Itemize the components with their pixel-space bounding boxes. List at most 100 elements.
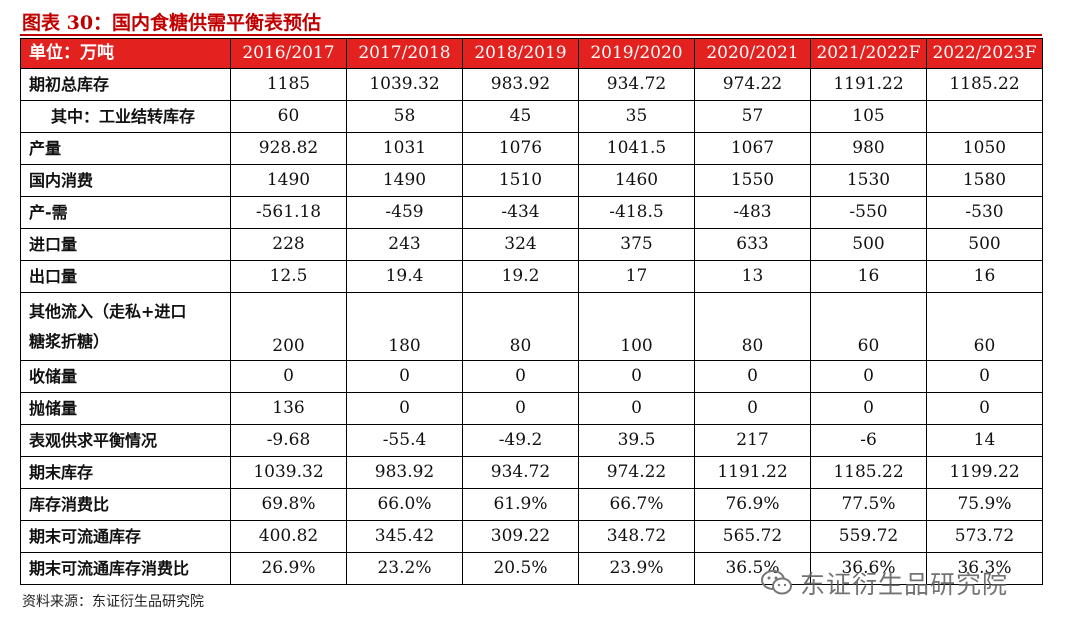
table-cell: 36.3%: [926, 552, 1043, 585]
table-cell: 217: [694, 424, 811, 457]
table-cell: 19.4: [346, 260, 463, 293]
table-row: 其他流入（走私+进口 糖浆折糖） 200 180 80 100 80 60 60: [20, 292, 1043, 361]
table-cell: 0: [694, 392, 811, 425]
table-cell: 980: [810, 132, 927, 165]
table-cell: 1041.5: [578, 132, 695, 165]
table-cell: 23.9%: [578, 552, 695, 585]
row-label: 期初总库存: [20, 68, 231, 101]
table-cell: 60: [926, 292, 1043, 361]
table-cell: 80: [462, 292, 579, 361]
table-cell: 0: [578, 360, 695, 393]
table-row: 出口量 12.5 19.4 19.2 17 13 16 16: [20, 260, 1043, 293]
table-cell: 324: [462, 228, 579, 261]
row-label: 出口量: [20, 260, 231, 293]
table-row: 其中：工业结转库存 60 58 45 35 57 105: [20, 100, 1043, 133]
column-header: 2021/2022F: [810, 38, 927, 69]
table-cell: 633: [694, 228, 811, 261]
table-cell: 974.22: [578, 456, 695, 489]
table-cell: 57: [694, 100, 811, 133]
table-row: 抛储量 136 0 0 0 0 0 0: [20, 392, 1043, 425]
table-cell: 565.72: [694, 520, 811, 553]
table-cell: 375: [578, 228, 695, 261]
row-label: 进口量: [20, 228, 231, 261]
table-cell: 13: [694, 260, 811, 293]
table-cell: 983.92: [346, 456, 463, 489]
table-cell: 1490: [346, 164, 463, 197]
table-row: 期末库存 1039.32 983.92 934.72 974.22 1191.22 1185…: [20, 456, 1043, 489]
table-cell: 26.9%: [230, 552, 347, 585]
table-cell: 500: [810, 228, 927, 261]
table-cell: 105: [810, 100, 927, 133]
table-cell: 0: [926, 360, 1043, 393]
table-cell: 45: [462, 100, 579, 133]
table-row: 收储量 0 0 0 0 0 0 0: [20, 360, 1043, 393]
table-cell: -483: [694, 196, 811, 229]
watermark: 东证衍生品研究院: [760, 565, 1008, 601]
figure-title: 图表 30：国内食糖供需平衡表预估: [22, 12, 322, 34]
table-cell: -434: [462, 196, 579, 229]
table-cell: 20.5%: [462, 552, 579, 585]
row-label-line: 其他流入（走私+进口: [29, 301, 187, 321]
table-row: 产量 928.82 1031 1076 1041.5 1067 980 1050: [20, 132, 1043, 165]
table-cell: -9.68: [230, 424, 347, 457]
table-cell: 1191.22: [810, 68, 927, 101]
table-row: 期末可流通库存 400.82 345.42 309.22 348.72 565.72 559…: [20, 520, 1043, 553]
table-cell: 1050: [926, 132, 1043, 165]
row-label: 产-需: [20, 196, 231, 229]
row-label: 国内消费: [20, 164, 231, 197]
table-cell: 39.5: [578, 424, 695, 457]
table-cell: 200: [230, 292, 347, 361]
table-cell: 35: [578, 100, 695, 133]
table-cell: 75.9%: [926, 488, 1043, 521]
table-cell: 934.72: [578, 68, 695, 101]
table-cell: 0: [462, 392, 579, 425]
table-cell: 1580: [926, 164, 1043, 197]
table-row: 库存消费比 69.8% 66.0% 61.9% 66.7% 76.9% 77.5% 75.9%: [20, 488, 1043, 521]
column-header: 2018/2019: [462, 38, 579, 69]
table-cell: -561.18: [230, 196, 347, 229]
table-cell: 14: [926, 424, 1043, 457]
unit-header: 单位：万吨: [20, 38, 231, 69]
table-cell: 1460: [578, 164, 695, 197]
table-cell: 69.8%: [230, 488, 347, 521]
column-header: 2019/2020: [578, 38, 695, 69]
table-cell: 77.5%: [810, 488, 927, 521]
table-cell: 1185: [230, 68, 347, 101]
table-cell: 309.22: [462, 520, 579, 553]
table-row: 产-需 -561.18 -459 -434 -418.5 -483 -550 -530: [20, 196, 1043, 229]
table-cell: -459: [346, 196, 463, 229]
table-cell: 80: [694, 292, 811, 361]
table-cell: 12.5: [230, 260, 347, 293]
table-cell: -530: [926, 196, 1043, 229]
table-row: 期末可流通库存消费比 26.9% 23.2% 20.5% 23.9% 36.5% 36.6%…: [20, 552, 1043, 585]
table-row: 国内消费 1490 1490 1510 1460 1550 1530 1580: [20, 164, 1043, 197]
table-cell: 0: [578, 392, 695, 425]
row-label: 期末库存: [20, 456, 231, 489]
table-cell: 1530: [810, 164, 927, 197]
table-cell: 1191.22: [694, 456, 811, 489]
table-cell: 58: [346, 100, 463, 133]
table-cell: 974.22: [694, 68, 811, 101]
row-label: 产量: [20, 132, 231, 165]
table-cell: -49.2: [462, 424, 579, 457]
table-cell: 1185.22: [810, 456, 927, 489]
table-cell: 16: [810, 260, 927, 293]
table-cell: 0: [462, 360, 579, 393]
table-row: 进口量 228 243 324 375 633 500 500: [20, 228, 1043, 261]
row-label: 期末可流通库存消费比: [20, 552, 231, 585]
table-cell: 0: [230, 360, 347, 393]
row-label: 库存消费比: [20, 488, 231, 521]
table-cell: 61.9%: [462, 488, 579, 521]
table-cell: 66.7%: [578, 488, 695, 521]
header-row: 单位：万吨 2016/2017 2017/2018 2018/2019 2019…: [20, 38, 1043, 69]
table-cell: -6: [810, 424, 927, 457]
table-cell: 66.0%: [346, 488, 463, 521]
table-cell: 1550: [694, 164, 811, 197]
table-row: 期初总库存 1185 1039.32 983.92 934.72 974.22 1191.2…: [20, 68, 1043, 101]
watermark-text: 东证衍生品研究院: [800, 570, 1009, 599]
table-cell: 1490: [230, 164, 347, 197]
table-cell: 345.42: [346, 520, 463, 553]
table-cell: 0: [346, 360, 463, 393]
column-header: 2022/2023F: [926, 38, 1043, 69]
row-label: 其他流入（走私+进口 糖浆折糖）: [20, 292, 231, 361]
